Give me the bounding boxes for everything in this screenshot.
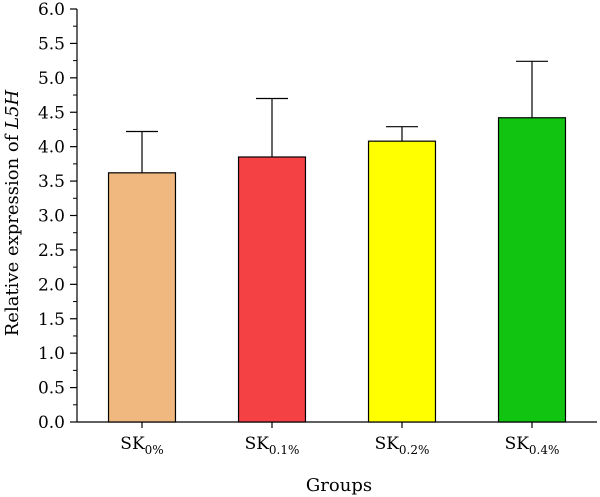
x-tick-label-base: SK (505, 434, 530, 454)
y-tick-label: 0.5 (38, 379, 65, 399)
x-tick-label-subscript: 0.1% (269, 443, 300, 457)
x-tick-label-subscript: 0% (145, 443, 164, 457)
y-tick-label: 4.5 (38, 103, 65, 123)
y-axis-title-prefix: Relative expression of (2, 129, 23, 336)
x-tick-label: SK0% (120, 434, 163, 457)
y-tick-label: 1.0 (38, 344, 65, 364)
x-tick-label: SK0.1% (245, 434, 300, 457)
y-tick-label: 1.5 (38, 310, 65, 330)
y-tick-label: 0.0 (38, 413, 65, 433)
y-tick-label: 5.0 (38, 69, 65, 89)
y-axis-title: Relative expression of L5H (2, 89, 23, 336)
y-tick-label: 3.5 (38, 172, 65, 192)
x-tick-label: SK0.2% (375, 434, 430, 457)
y-axis-ticks: 0.0 0.5 1.0 1.5 2.0 2.5 3.0 3.5 4.0 4.5 5.0 5.5 6.0 (38, 0, 77, 433)
x-tick-label-base: SK (245, 434, 270, 454)
bar-0% (107, 172, 177, 423)
x-axis-title: Groups (306, 475, 372, 496)
y-tick-label: 2.0 (38, 275, 65, 295)
bars (107, 117, 567, 423)
bar-0.2% (367, 140, 437, 423)
y-tick-label: 3.0 (38, 207, 65, 227)
bar-0.1% (237, 156, 307, 423)
bar-0.4% (497, 117, 567, 423)
x-tick-label-base: SK (375, 434, 400, 454)
error-bars (126, 60, 548, 173)
x-tick-label-subscript: 0.4% (529, 443, 560, 457)
y-tick-label: 4.0 (38, 138, 65, 158)
y-tick-label: 6.0 (38, 0, 65, 20)
x-tick-label-subscript: 0.2% (399, 443, 430, 457)
y-axis-title-gene: L5H (2, 89, 23, 129)
y-tick-label: 2.5 (38, 241, 65, 261)
x-tick-label: SK0.4% (505, 434, 560, 457)
x-tick-label-base: SK (120, 434, 145, 454)
y-tick-label: 5.5 (38, 34, 65, 54)
x-axis-category-labels: SK0% SK0.1% SK0.2% SK0.4% (120, 422, 559, 457)
